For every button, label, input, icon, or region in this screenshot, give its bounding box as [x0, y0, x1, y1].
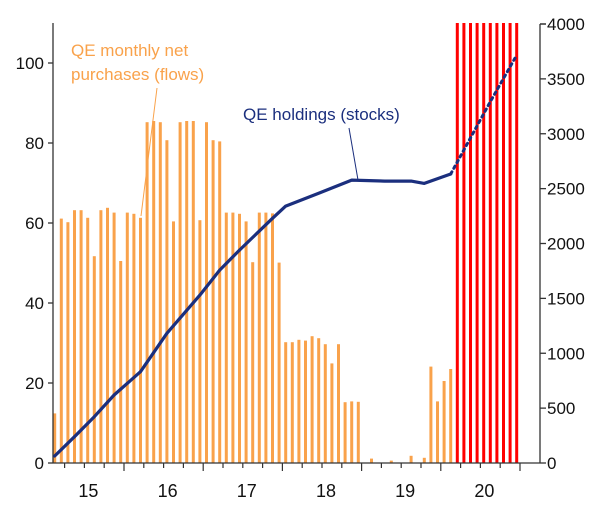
- flow-bar: [119, 261, 123, 463]
- left-tick-label: 60: [25, 214, 44, 233]
- flow-bar: [152, 121, 156, 463]
- right-tick-label: 3500: [547, 70, 585, 89]
- flow-bar: [125, 212, 129, 463]
- right-tick-label: 0: [547, 454, 556, 473]
- flow-bar: [257, 212, 261, 463]
- right-tick-label: 4000: [547, 15, 585, 34]
- flow-bar: [238, 213, 241, 463]
- x-year-label: 16: [158, 481, 178, 501]
- x-year-label: 15: [78, 481, 98, 501]
- flow-bar: [304, 340, 307, 463]
- flow-bar: [449, 369, 453, 463]
- flow-bar: [231, 212, 235, 463]
- flow-bar: [191, 121, 195, 463]
- flow-bar: [106, 207, 109, 463]
- flow-bar: [79, 210, 83, 463]
- flow-bar: [132, 213, 136, 463]
- flow-bar: [224, 212, 228, 463]
- left-tick-label: 20: [25, 374, 44, 393]
- flow-bar: [172, 221, 175, 463]
- projected-bar: [508, 23, 512, 463]
- flow-bar: [205, 122, 208, 463]
- flow-bar: [244, 221, 248, 463]
- right-tick-label: 500: [547, 399, 575, 418]
- projected-bar: [515, 23, 519, 463]
- flow-bar: [165, 140, 169, 463]
- flow-bar: [86, 217, 90, 463]
- flow-bar: [436, 401, 439, 463]
- left-tick-label: 0: [35, 454, 44, 473]
- projected-bar: [502, 23, 505, 463]
- flow-bar: [370, 458, 373, 463]
- flow-bar: [317, 338, 321, 463]
- flow-bar: [178, 122, 182, 463]
- flow-bar: [251, 262, 255, 463]
- projected-bar: [495, 23, 499, 463]
- projected-bar: [455, 23, 459, 463]
- right-tick-label: 1500: [547, 289, 585, 308]
- right-tick-label: 2000: [547, 235, 585, 254]
- right-tick-label: 1000: [547, 344, 585, 363]
- flows-leader-line: [140, 87, 158, 217]
- stocks-line: [53, 172, 453, 458]
- projected-bar: [475, 23, 479, 463]
- x-year-label: 19: [395, 481, 415, 501]
- left-tick-label: 80: [25, 134, 44, 153]
- flow-bar: [73, 210, 76, 463]
- flow-bar: [185, 121, 189, 463]
- right-tick-label: 2500: [547, 180, 585, 199]
- right-tick-label: 3000: [547, 125, 585, 144]
- flow-bar: [66, 222, 70, 463]
- flows-annotation-line1: QE monthly net: [71, 41, 188, 60]
- flow-bar: [442, 381, 446, 463]
- flow-bar: [99, 210, 103, 463]
- projected-bar: [462, 23, 466, 463]
- flow-bar: [389, 460, 393, 463]
- flow-bar: [59, 218, 63, 463]
- flow-bar: [277, 262, 281, 463]
- x-year-label: 20: [474, 481, 494, 501]
- flow-bar: [284, 342, 288, 463]
- stocks-annotation: QE holdings (stocks): [243, 105, 400, 124]
- projected-bar: [469, 23, 472, 463]
- flow-bar: [198, 220, 202, 463]
- flow-bar: [297, 339, 301, 463]
- flow-bar: [310, 336, 314, 463]
- flow-bar: [422, 457, 426, 463]
- x-year-label: 17: [237, 481, 257, 501]
- flow-bar: [158, 122, 162, 463]
- flow-bar: [145, 122, 149, 463]
- flow-bar: [271, 213, 274, 463]
- flow-bar: [218, 141, 222, 463]
- flow-bar: [343, 402, 347, 463]
- stocks-leader-line: [348, 127, 359, 181]
- left-tick-label: 100: [16, 54, 44, 73]
- projected-bar: [482, 23, 486, 463]
- left-tick-label: 40: [25, 294, 44, 313]
- flow-bar: [92, 256, 96, 463]
- flow-bar: [429, 366, 433, 463]
- x-year-label: 18: [316, 481, 336, 501]
- flow-bar: [330, 363, 334, 463]
- projected-bar: [488, 23, 492, 463]
- flow-bar: [112, 212, 116, 463]
- flow-bar: [350, 401, 354, 463]
- flow-bar: [139, 217, 142, 463]
- stocks-projection-line: [449, 53, 519, 176]
- flows-annotation-line2: purchases (flows): [71, 65, 204, 84]
- flow-bar: [211, 140, 215, 463]
- flow-bar: [264, 212, 268, 463]
- flow-bar: [53, 413, 57, 463]
- flow-bar: [323, 344, 327, 463]
- flow-bar: [290, 342, 294, 463]
- flow-bar: [409, 455, 413, 463]
- flow-bar: [337, 344, 340, 463]
- flow-bar: [356, 401, 360, 463]
